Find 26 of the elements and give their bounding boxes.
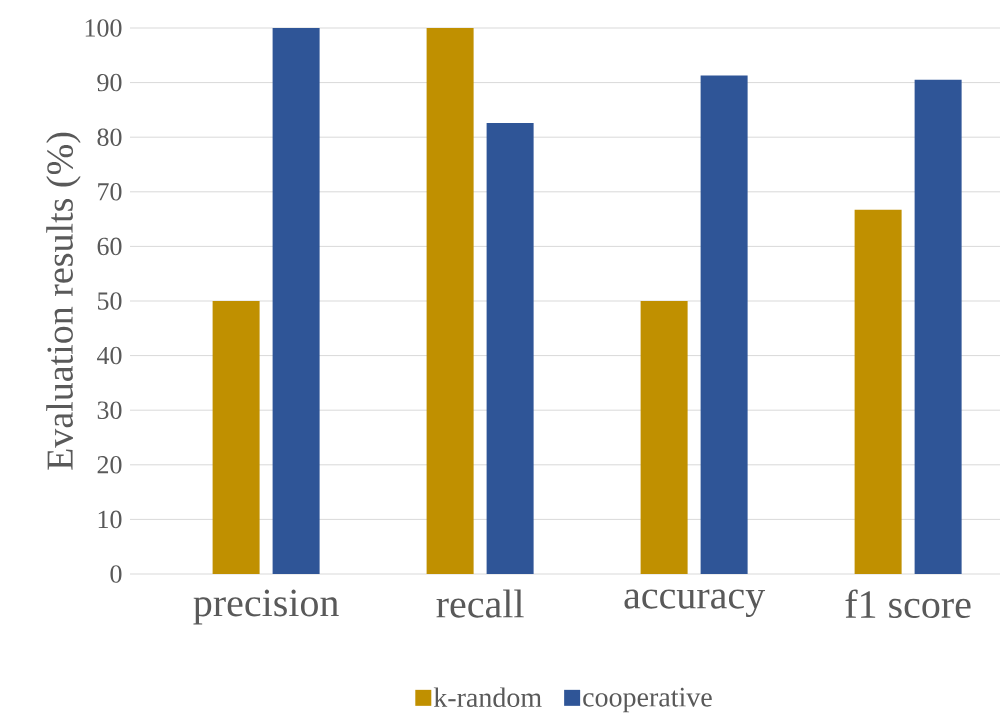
x-tick-label: precision: [193, 589, 339, 625]
y-tick-label: 100: [85, 19, 122, 37]
legend-label: k-random: [433, 687, 542, 708]
x-tick-label: f1 score: [845, 589, 971, 619]
bar: [426, 27, 474, 574]
y-tick-label: 30: [97, 401, 122, 419]
bar: [914, 79, 962, 574]
y-tick-label: 60: [97, 237, 122, 256]
bar: [854, 209, 902, 574]
y-tick-label: 90: [97, 73, 122, 92]
bar: [700, 75, 748, 574]
y-axis-title: Evaluation results (%): [46, 132, 81, 470]
y-tick-label: 20: [97, 456, 122, 474]
y-tick-label: 80: [97, 128, 122, 146]
legend-label: cooperative: [583, 687, 712, 713]
y-tick-label: 70: [98, 183, 122, 201]
y-tick-label: 40: [97, 346, 122, 365]
x-tick-label: recall: [436, 589, 524, 618]
y-tick-label: 0: [110, 565, 122, 583]
y-tick-label: 10: [98, 510, 122, 529]
bar: [486, 123, 534, 574]
y-tick-label: 50: [98, 292, 122, 310]
bar: [272, 27, 320, 574]
bar: [640, 301, 688, 574]
bar: [212, 301, 260, 574]
x-tick-label: accuracy: [624, 589, 766, 618]
